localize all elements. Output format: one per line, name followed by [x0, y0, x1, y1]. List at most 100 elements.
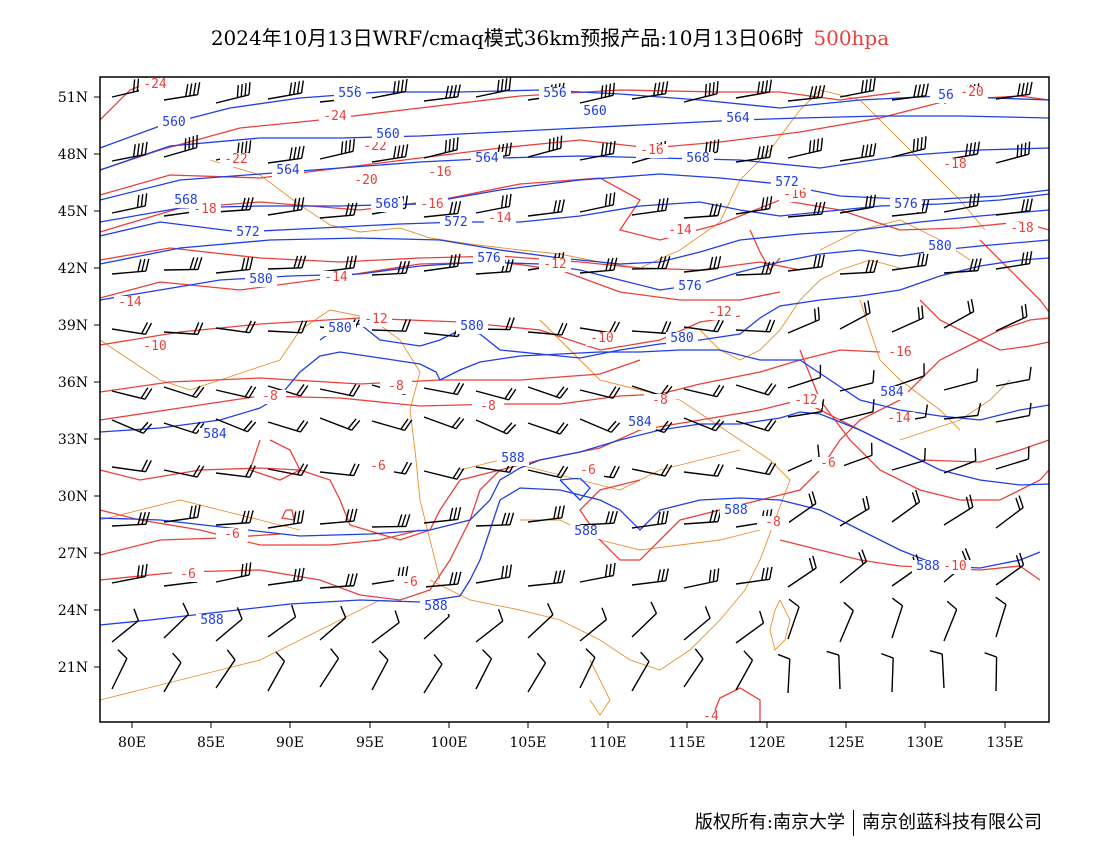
- wind-barb-flag: [456, 253, 461, 267]
- wind-barb-staff: [891, 95, 926, 101]
- wind-barb-flag: [142, 423, 153, 434]
- wind-barb-flag: [659, 384, 669, 396]
- wind-barb-flag: [881, 652, 894, 659]
- temperature-label: -12: [364, 312, 387, 327]
- wind-barb-flag: [452, 467, 461, 479]
- wind-barb-staff: [839, 271, 874, 275]
- wind-barb-flag: [248, 386, 257, 399]
- wind-barb-flag: [769, 261, 775, 275]
- wind-barb-flag: [500, 78, 504, 92]
- wind-barb-flag: [708, 569, 712, 583]
- wind-barb-flag: [924, 252, 929, 266]
- lat-label-21n: 21N: [58, 660, 88, 676]
- wind-barb: [111, 322, 153, 336]
- wind-barb-flag: [301, 255, 307, 269]
- temperature-label-bg: [320, 271, 352, 285]
- wind-barb-flag: [967, 300, 971, 314]
- wind-barb-flag: [504, 143, 509, 156]
- wind-barb-staff: [111, 658, 128, 690]
- wind-barb-staff: [423, 615, 450, 640]
- wind-barb-flag: [349, 573, 354, 587]
- wind-barb-staff: [787, 567, 817, 588]
- wind-barb-staff: [995, 458, 1029, 470]
- wind-barb: [371, 650, 389, 691]
- border-line: [520, 519, 761, 551]
- wind-barb-flag: [865, 495, 870, 509]
- height-label-bg: [771, 176, 803, 190]
- wind-barb: [475, 608, 504, 643]
- wind-barb-staff: [319, 417, 352, 431]
- wind-barb-flag: [1028, 402, 1032, 416]
- wind-barb-flag: [196, 465, 205, 478]
- wind-barb-flag: [817, 201, 822, 215]
- wind-barb-flag: [140, 564, 144, 578]
- wind-barb: [839, 549, 868, 584]
- wind-barb-staff: [319, 388, 354, 397]
- wind-barb-flag: [509, 317, 515, 330]
- wind-barb-flag: [508, 193, 512, 207]
- temperature-contour: [579, 317, 1050, 561]
- wind-barb-flag: [968, 142, 973, 156]
- wind-barb-staff: [267, 267, 303, 270]
- wind-barb: [579, 607, 608, 642]
- wind-barb-flag: [136, 565, 140, 579]
- wind-barb-flag: [500, 195, 504, 209]
- wind-barb: [735, 462, 777, 476]
- height-label: 588: [574, 524, 597, 539]
- wind-barb-flag: [248, 562, 252, 576]
- lon-label-125e: 125E: [828, 735, 865, 751]
- wind-barb: [839, 194, 877, 214]
- wind-barb: [839, 370, 875, 392]
- wind-barb-flag: [144, 388, 153, 400]
- wind-barb-flag: [191, 421, 201, 433]
- wind-barb-flag: [405, 319, 412, 332]
- wind-barb-flag: [650, 601, 658, 614]
- wind-barb-staff: [891, 264, 926, 271]
- wind-barb-flag: [249, 321, 256, 334]
- wind-barb-flag: [813, 308, 817, 322]
- wind-barb: [527, 465, 569, 479]
- wind-barb-staff: [423, 663, 443, 694]
- wind-barb-flag: [400, 461, 409, 474]
- wind-barb-flag: [714, 420, 725, 432]
- wind-barb: [111, 141, 148, 162]
- wind-barb-flag: [344, 140, 348, 154]
- height-label: 568: [375, 197, 398, 212]
- wind-barb-flag: [612, 562, 616, 576]
- wind-barb-staff: [839, 206, 874, 214]
- wind-barb-flag: [861, 549, 868, 562]
- temperature-label-bg: [424, 166, 456, 180]
- wind-barb-flag: [400, 418, 409, 430]
- wind-barb-staff: [371, 329, 407, 332]
- wind-barb-flag: [299, 385, 309, 397]
- wind-barb-staff: [631, 209, 666, 216]
- temperature-contour: [709, 687, 761, 723]
- wind-barb-flag: [764, 383, 773, 395]
- height-label: 568: [174, 193, 197, 208]
- temperature-label: -6: [402, 575, 418, 590]
- wind-barb-flag: [609, 465, 616, 478]
- wind-barb-flag: [585, 648, 596, 658]
- wind-barb-flag: [240, 84, 243, 97]
- wind-barb-flag: [453, 571, 458, 585]
- wind-barb-staff: [527, 211, 562, 217]
- wind-barb: [579, 510, 618, 526]
- wind-barb-flag: [925, 199, 930, 213]
- wind-barb-flag: [433, 653, 443, 665]
- wind-barb: [995, 402, 1032, 423]
- wind-barb-staff: [631, 267, 667, 270]
- wind-barb-flag: [1018, 495, 1024, 508]
- temperature-label: -14: [324, 270, 348, 285]
- lat-label-33n: 33N: [58, 432, 88, 448]
- wind-barb-flag: [296, 384, 305, 396]
- wind-barb: [631, 601, 658, 638]
- wind-barb: [371, 610, 400, 644]
- temperature-contour: [99, 89, 901, 171]
- wind-barb-flag: [969, 258, 974, 272]
- wind-barb: [735, 610, 765, 644]
- wind-barb-staff: [579, 269, 614, 274]
- wind-barb: [735, 650, 754, 691]
- wind-barb-flag: [400, 79, 404, 93]
- wind-barb: [943, 258, 982, 274]
- wind-barb-staff: [995, 656, 998, 692]
